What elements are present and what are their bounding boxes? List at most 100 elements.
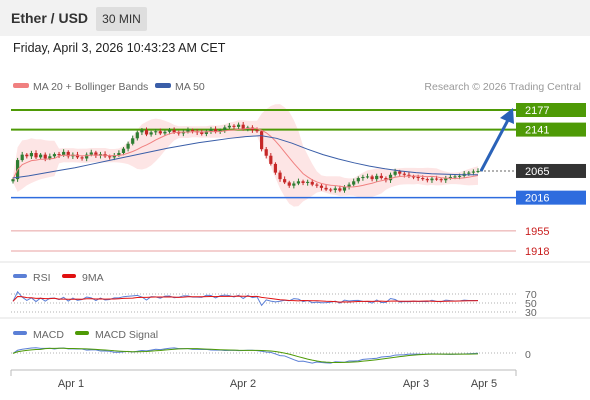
candle-body xyxy=(292,183,296,186)
candle-body xyxy=(370,176,374,180)
candle-body xyxy=(315,184,319,186)
timeframe-button[interactable]: 30 MIN xyxy=(96,7,147,31)
bollinger-fill xyxy=(13,104,478,207)
candle-body xyxy=(347,184,351,187)
candle-body xyxy=(425,179,429,181)
candle-body xyxy=(457,175,462,177)
candle-body xyxy=(227,125,231,128)
rsi-ma-legend-swatch xyxy=(62,274,76,278)
candle-body xyxy=(186,130,190,132)
candle-body xyxy=(402,173,406,175)
rsi-line xyxy=(12,290,479,307)
candle-body xyxy=(333,188,337,191)
candle-body xyxy=(121,148,126,154)
x-tick-label: Apr 2 xyxy=(230,378,256,390)
candle-body xyxy=(306,181,310,183)
candle-body xyxy=(329,189,333,191)
candle-body xyxy=(444,178,448,181)
candle-body xyxy=(43,154,47,159)
rsi-legend-swatch xyxy=(13,274,27,278)
candle-body xyxy=(471,171,475,173)
candle-body xyxy=(236,124,241,127)
candle-body xyxy=(94,152,98,156)
level-label-1955: 1955 xyxy=(525,226,549,238)
level-label-2141: 2141 xyxy=(525,125,549,137)
candle-body xyxy=(190,130,195,132)
candle-body xyxy=(255,130,259,132)
candle-body xyxy=(48,156,52,159)
candle-body xyxy=(296,181,301,184)
candle-body xyxy=(388,174,393,181)
candle-body xyxy=(439,179,443,181)
candle-body xyxy=(20,154,24,161)
macd-legend-label: MACD xyxy=(33,329,64,341)
bollinger-bands xyxy=(13,104,478,207)
candle-body xyxy=(411,176,416,178)
candle-body xyxy=(453,176,457,178)
x-tick-label: Apr 1 xyxy=(58,378,84,390)
level-tag-2177 xyxy=(516,103,586,117)
candle-body xyxy=(421,178,425,180)
level-label-2177: 2177 xyxy=(525,105,549,117)
candle-body xyxy=(66,151,70,157)
candle-body xyxy=(52,154,57,157)
forecast-arrow xyxy=(479,108,514,172)
candle-body xyxy=(135,132,139,139)
last-price-label: 2065 xyxy=(525,166,549,178)
bollinger-legend-swatch xyxy=(13,83,29,88)
candle-body xyxy=(204,131,208,134)
chart-header: Ether / USD 30 MIN xyxy=(0,0,590,36)
candle-body xyxy=(467,172,471,174)
copyright-text: Research © 2026 Trading Central xyxy=(424,81,581,93)
candle-body xyxy=(126,143,130,149)
candle-body xyxy=(209,129,213,132)
candle-body xyxy=(352,181,356,185)
x-tick-label: Apr 3 xyxy=(403,378,429,390)
candle-body xyxy=(324,187,328,190)
candle-body xyxy=(85,154,89,159)
candle-body xyxy=(218,130,222,132)
level-label-2016: 2016 xyxy=(525,193,549,205)
level-tag-2016 xyxy=(516,190,586,205)
chart-datetime: Friday, April 3, 2026 10:43:23 AM CET xyxy=(13,41,226,55)
rsi-panel xyxy=(11,290,516,313)
candle-body xyxy=(241,124,245,130)
candle-body xyxy=(158,131,162,134)
candle-body xyxy=(144,130,149,135)
macd-legend-swatch xyxy=(13,331,27,335)
candle-body xyxy=(200,132,204,134)
candle-body xyxy=(131,138,135,144)
candle-body xyxy=(39,154,43,158)
ma20-line xyxy=(12,127,479,188)
bollinger-legend-label: MA 20 + Bollinger Bands xyxy=(33,81,148,93)
candle-body xyxy=(250,127,255,131)
ma50-line xyxy=(12,135,478,179)
candle-body xyxy=(177,132,181,134)
candle-body xyxy=(172,130,176,133)
candle-body xyxy=(232,125,236,127)
last-price-tag xyxy=(516,163,586,178)
candle-body xyxy=(379,175,383,179)
candle-body xyxy=(140,130,144,133)
ma50-legend-swatch xyxy=(155,83,171,88)
candle-body xyxy=(398,171,402,174)
candle-body xyxy=(283,179,287,183)
candle-body xyxy=(260,131,264,150)
macd-signal-legend-swatch xyxy=(75,331,89,335)
candle-body xyxy=(89,152,93,155)
candle-body xyxy=(167,130,172,132)
candle-body xyxy=(301,181,305,183)
candle-body xyxy=(11,179,15,182)
candle-body xyxy=(361,176,365,179)
candle-body xyxy=(342,186,347,191)
ma50-legend-label: MA 50 xyxy=(175,81,205,93)
macd-signal-legend-label: MACD Signal xyxy=(95,329,158,341)
candle-body xyxy=(287,182,291,186)
candle-body xyxy=(117,153,121,156)
candle-body xyxy=(365,176,370,178)
level-tag-2141 xyxy=(516,122,586,137)
rsi-legend-label: RSI xyxy=(33,272,51,284)
rsi-tick-70: 70 xyxy=(525,289,537,301)
candle-body xyxy=(29,153,34,157)
candle-body xyxy=(57,154,61,156)
